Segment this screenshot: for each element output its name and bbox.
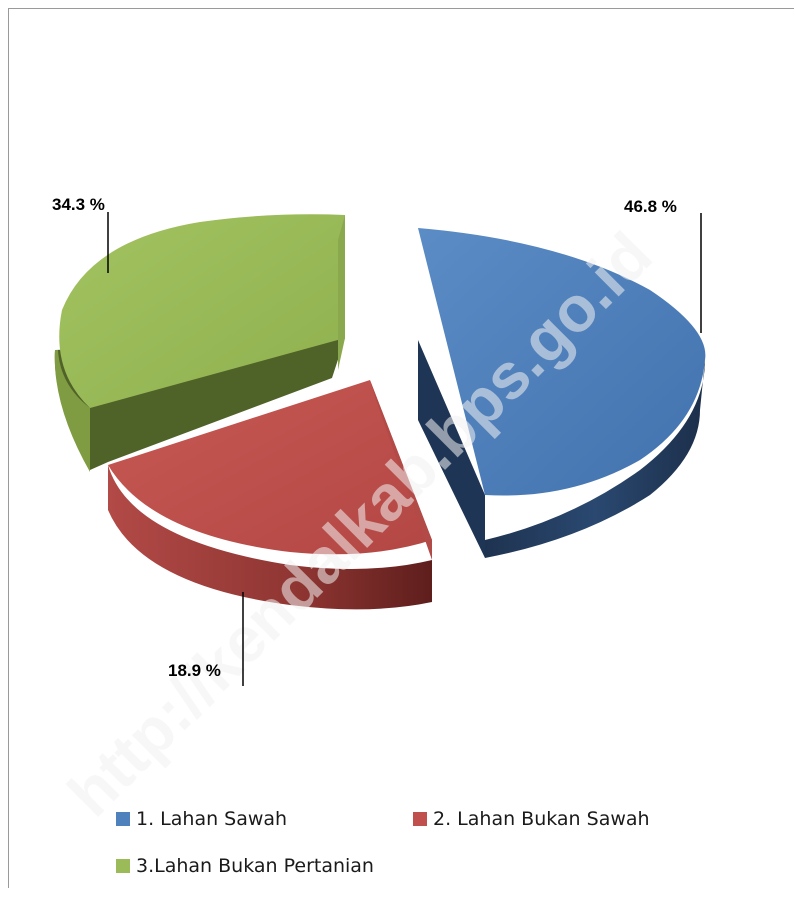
slice-cut-green [338,215,345,370]
slice-lahan-sawah [418,228,706,558]
slice-lahan-bukan-sawah [108,380,432,610]
legend-swatch-red [413,812,427,826]
legend-swatch-blue [116,812,130,826]
data-label-blue: 46.8 % [624,197,677,216]
legend-swatch-green [116,859,130,873]
slice-top-blue [418,228,706,496]
data-label-red: 18.9 % [168,661,221,680]
data-label-green: 34.3 % [52,195,105,214]
slice-cut-red [370,380,432,560]
slice-side-red [108,465,432,610]
legend-item-lahan-bukan-pertanian: 3.Lahan Bukan Pertanian [116,855,374,877]
legend-item-lahan-sawah: 1. Lahan Sawah [116,808,287,830]
slice-side-blue [485,360,705,558]
slice-cut-blue [418,228,485,558]
legend-label: 3.Lahan Bukan Pertanian [136,855,374,877]
chart-frame [8,8,794,888]
legend-item-lahan-bukan-sawah: 2. Lahan Bukan Sawah [413,808,650,830]
slice-top-red [108,380,432,555]
legend-label: 1. Lahan Sawah [136,808,288,830]
slice-front-green [54,350,90,472]
legend-label: 2. Lahan Bukan Sawah [433,808,650,830]
slice-top-green [59,214,345,408]
slice-lahan-bukan-pertanian [54,214,345,472]
